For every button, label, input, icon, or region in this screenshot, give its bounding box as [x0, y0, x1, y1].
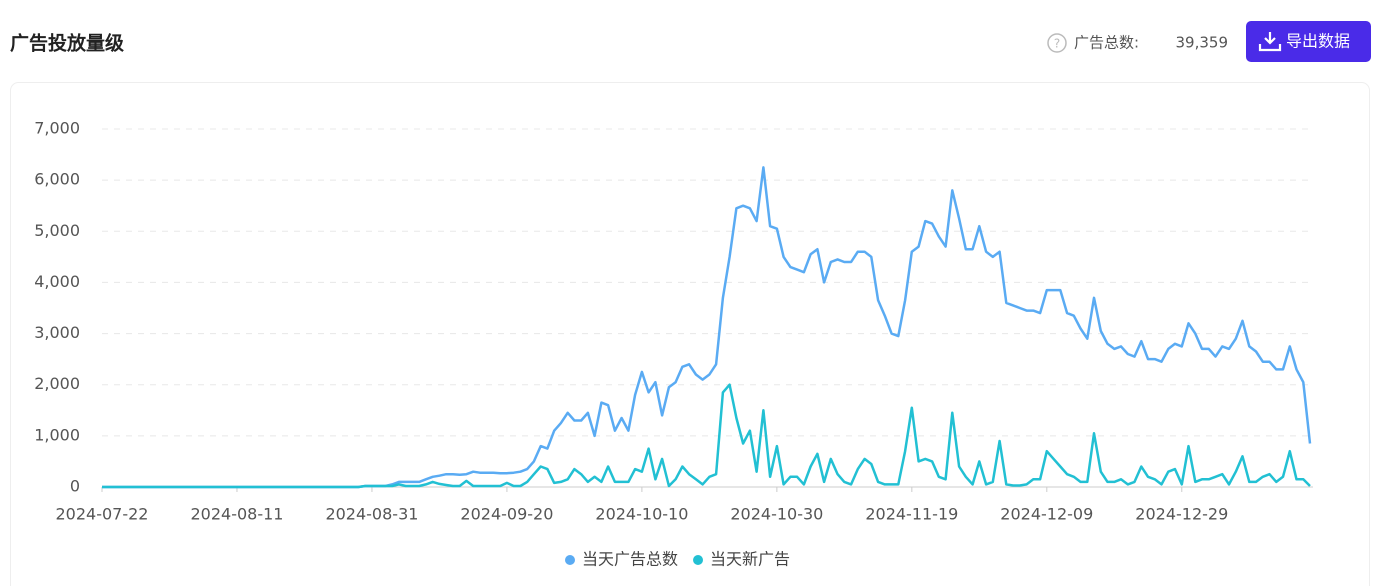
- y-tick-label: 1,000: [34, 425, 80, 444]
- x-tick-label: 2024-09-20: [460, 505, 553, 524]
- plot: 0 1,000 2,000 3,000 4,000 5,000 6,000 7,000 2024…: [34, 119, 1313, 569]
- y-tick-label: 3,000: [34, 323, 80, 342]
- legend-marker: [693, 555, 704, 565]
- y-tick-label: 2,000: [34, 374, 80, 393]
- y-tick-label: 6,000: [34, 170, 80, 189]
- section-title: 广告投放量级: [10, 32, 124, 55]
- y-tick-label: 7,000: [34, 119, 80, 138]
- series-line: [102, 383, 1311, 489]
- x-tick-label: 2024-08-11: [190, 505, 283, 524]
- button-bg[interactable]: [1246, 21, 1371, 62]
- x-tick-label: 2024-12-09: [1000, 505, 1093, 524]
- y-tick-label: 4,000: [34, 272, 80, 291]
- chart-card: [10, 82, 1370, 586]
- help-icon[interactable]: [1047, 33, 1067, 53]
- x-tick-label: 2024-10-10: [595, 505, 688, 524]
- y-tick-label: 0: [70, 477, 80, 496]
- x-tick-label: 2024-12-29: [1135, 505, 1228, 524]
- x-tick-label: 2024-10-30: [730, 505, 823, 524]
- x-tick-label: 2024-08-31: [325, 505, 418, 524]
- help-mark: ?: [1054, 37, 1060, 51]
- total-value: 39,359: [1176, 34, 1229, 52]
- export-button[interactable]: 导出数据: [1246, 21, 1371, 62]
- x-tick-label: 2024-07-22: [56, 505, 149, 524]
- legend-label: 当天新广告: [710, 550, 790, 569]
- legend-label: 当天广告总数: [582, 550, 678, 569]
- button-label[interactable]: 导出数据: [1286, 32, 1350, 51]
- legend-marker: [565, 555, 575, 565]
- x-tick-label: 2024-11-19: [865, 505, 958, 524]
- total-label: 广告总数:: [1074, 34, 1139, 52]
- download-icon: [1258, 32, 1282, 52]
- y-tick-label: 5,000: [34, 221, 80, 240]
